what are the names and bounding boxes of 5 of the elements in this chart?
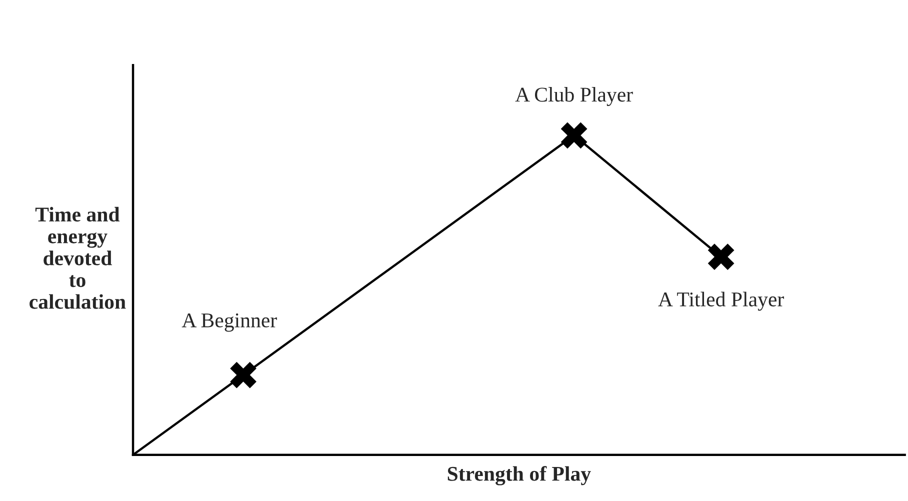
text: A Club Player <box>515 87 633 106</box>
y-axis-title: Time and energy devoted to calculation <box>30 206 126 309</box>
annotation: A Beginner <box>182 313 277 332</box>
annotation: A Titled Player <box>658 292 784 311</box>
x-axis-title: Strength of Play <box>448 466 591 486</box>
